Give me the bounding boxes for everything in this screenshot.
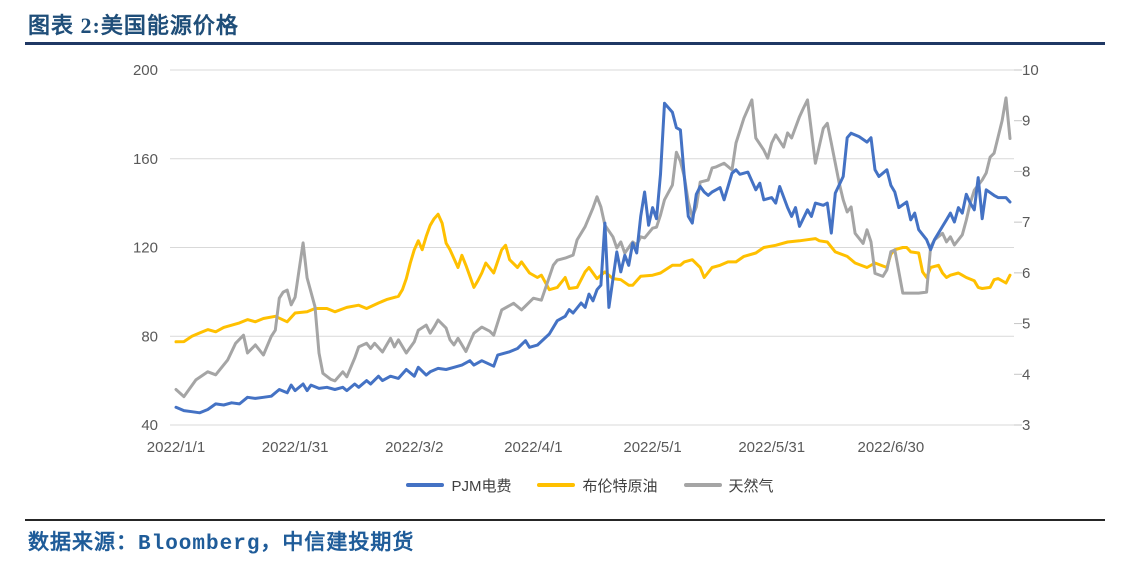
series-natgas-line xyxy=(174,96,1012,399)
right-axis-tick-label: 6 xyxy=(1022,265,1030,282)
x-axis-tick-label: 2022/1/1 xyxy=(147,439,205,456)
series-pjm-line xyxy=(174,101,1012,415)
right-axis-tick-label: 10 xyxy=(1022,62,1039,79)
right-axis-tick-label: 9 xyxy=(1022,113,1030,130)
right-axis-tick-label: 5 xyxy=(1022,316,1030,333)
legend-line-swatch xyxy=(537,483,576,487)
x-axis-tick-label: 2022/5/31 xyxy=(738,439,805,456)
legend-item: 天然气 xyxy=(683,475,774,496)
left-axis-tick-label: 160 xyxy=(133,151,158,168)
footer-rule xyxy=(25,519,1105,521)
left-axis-tick-label: 120 xyxy=(133,240,158,257)
right-axis-tick-label: 3 xyxy=(1022,417,1030,434)
x-axis-tick-label: 2022/5/1 xyxy=(623,439,681,456)
right-axis-tick-label: 8 xyxy=(1022,163,1030,180)
right-axis-tick-label: 4 xyxy=(1022,366,1030,383)
energy-price-line-chart: 200 160 120 80 40 10 9 8 7 6 5 4 3 2022/1/1 2022/1/31 2… xyxy=(133,62,1039,456)
x-axis-tick-label: 2022/3/2 xyxy=(385,439,443,456)
left-axis-tick-label: 40 xyxy=(141,417,158,434)
legend-label: PJM电费 xyxy=(451,477,512,495)
figure-title: 图表 2:美国能源价格 xyxy=(28,13,239,38)
legend-label: 布伦特原油 xyxy=(582,477,658,495)
chart-legend: PJM电费 布伦特原油 天然气 xyxy=(170,472,1010,498)
legend-label: 天然气 xyxy=(728,477,774,495)
legend-item: 布伦特原油 xyxy=(537,475,658,496)
left-axis-tick-label: 200 xyxy=(133,62,158,79)
legend-item: PJM电费 xyxy=(406,475,511,496)
x-axis-tick-label: 2022/4/1 xyxy=(504,439,562,456)
left-axis-tick-label: 80 xyxy=(141,328,158,345)
x-axis-tick-label: 2022/6/30 xyxy=(857,439,924,456)
data-source-text: 数据来源：Bloomberg，中信建投期货 xyxy=(28,533,415,556)
legend-line-swatch xyxy=(683,483,722,487)
title-rule xyxy=(25,42,1105,45)
x-axis-tick-label: 2022/1/31 xyxy=(262,439,329,456)
series-brent-line xyxy=(174,212,1012,344)
legend-line-swatch xyxy=(406,483,445,487)
right-axis-tick-label: 7 xyxy=(1022,214,1030,231)
